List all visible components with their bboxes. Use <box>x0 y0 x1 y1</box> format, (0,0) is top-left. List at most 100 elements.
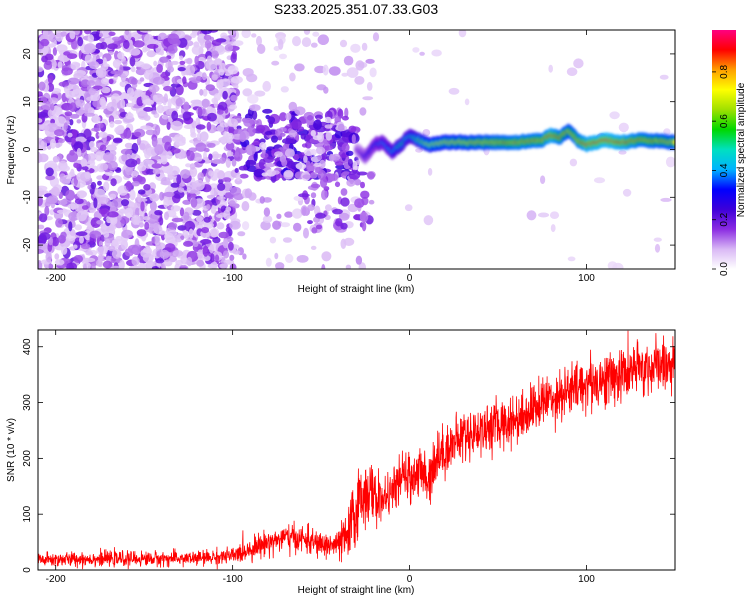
spectrogram-cell <box>212 236 221 244</box>
spectrogram-cell <box>260 152 269 159</box>
spectrogram-cell <box>106 217 113 224</box>
spectrogram-cell <box>153 60 158 67</box>
spectrogram-cell <box>211 50 219 59</box>
spectrogram-cell <box>593 177 606 184</box>
spectrogram-cell <box>464 98 470 106</box>
spectrogram-cell <box>230 76 243 84</box>
spectrogram-cell <box>206 204 211 210</box>
spectrogram-cell <box>228 241 234 251</box>
spectrogram-cell <box>119 216 130 225</box>
spectrogram-cell <box>195 124 206 130</box>
spectrogram-cell <box>549 211 560 219</box>
spectrogram-cell <box>281 158 288 167</box>
spectrogram-cell <box>226 135 233 144</box>
spectrogram-cell <box>262 108 273 114</box>
spectrogram-cell <box>110 256 123 264</box>
spectrogram-cell <box>112 265 120 269</box>
spectrogram-cell <box>216 222 225 230</box>
chart-title: S233.2025.351.07.33.G03 <box>274 1 438 17</box>
spectrogram-cell <box>229 220 241 230</box>
spectrogram-cell <box>153 234 161 246</box>
spectrogram-cell <box>76 147 82 158</box>
spectrogram-cell <box>102 57 107 67</box>
spectrogram-cell <box>38 66 44 73</box>
spectrogram-cell <box>261 148 266 155</box>
spectrogram-cell <box>127 87 134 98</box>
spectrogram-cell <box>356 171 368 176</box>
spectrogram-cell <box>63 55 69 62</box>
spectrogram-cell <box>550 224 556 233</box>
spectrogram-cell <box>69 102 77 113</box>
spectrogram-cell <box>142 253 154 263</box>
spectrogram-cell <box>167 33 180 45</box>
x-tick-label: -100 <box>223 574 243 585</box>
spectrogram-cell <box>303 155 308 163</box>
spectrogram-cell <box>130 77 138 85</box>
spectrogram-cell <box>167 222 178 230</box>
spectrogram-cell <box>368 199 375 205</box>
spectrogram-cell <box>332 208 343 215</box>
spectrogram-cell <box>48 236 54 246</box>
spectrogram-cell <box>271 170 280 175</box>
spectrogram-cell <box>98 208 108 215</box>
spectrogram-cell <box>100 163 109 171</box>
spectrogram-cell <box>618 150 627 155</box>
spectrogram-cell <box>196 75 202 82</box>
spectrogram-cell <box>197 172 204 182</box>
spectrogram-cell <box>61 67 73 76</box>
spectrogram-cell <box>300 205 308 216</box>
spectrogram-cell <box>307 220 313 225</box>
spectrogram-cell <box>205 84 215 91</box>
spectrogram-cell <box>310 172 318 179</box>
spectrogram-cell <box>38 185 48 191</box>
spectrogram-cell <box>271 135 278 143</box>
spectrogram-cell <box>216 109 224 115</box>
spectrogram-cell <box>167 98 172 109</box>
spectrogram-cell <box>288 130 298 138</box>
spectrogram-cell <box>84 103 90 111</box>
spectrogram-cell <box>283 169 294 180</box>
spectrogram-cell <box>199 89 204 96</box>
spectrogram-cell <box>232 250 241 255</box>
spectrogram-cell <box>267 116 276 125</box>
spectrogram-cell <box>94 188 106 198</box>
spectrogram-cell <box>207 112 217 122</box>
spectrogram-cell <box>143 106 153 112</box>
spectrogram-cell <box>83 263 87 269</box>
spectrogram-ridge-core <box>672 140 675 145</box>
spectrogram-cell <box>90 181 97 190</box>
spectrogram-cell <box>322 64 329 76</box>
spectrogram-cell <box>265 257 272 267</box>
spectrogram-y-label: Frequency (Hz) <box>6 116 17 185</box>
spectrogram-cell <box>172 250 184 257</box>
spectrogram-cell <box>249 104 261 112</box>
spectrogram-cell <box>214 254 220 262</box>
y-tick-label: 400 <box>22 338 33 355</box>
spectrogram-cell <box>341 142 350 153</box>
spectrogram-cell <box>103 152 114 163</box>
spectrogram-cell <box>659 74 669 80</box>
y-tick-label: -10 <box>22 190 33 205</box>
spectrogram-cell <box>143 184 151 191</box>
spectrogram-cell <box>131 214 141 225</box>
spectrogram-cell <box>193 241 199 247</box>
spectrogram-cell <box>216 170 225 180</box>
spectrogram-cell <box>131 142 139 154</box>
spectrogram-cell <box>183 124 195 129</box>
spectrogram-cell <box>139 143 146 151</box>
spectrogram-cell <box>211 159 223 164</box>
y-tick-label: 20 <box>22 48 33 60</box>
spectrogram-cell <box>143 69 154 80</box>
spectrogram-cell <box>107 160 118 171</box>
spectrogram-cell <box>142 99 154 105</box>
spectrogram-cell <box>320 177 328 189</box>
spectrogram-cell <box>247 94 259 104</box>
spectrogram-cell <box>263 163 276 168</box>
spectrogram-cell <box>109 121 115 128</box>
spectrogram-cell <box>315 146 326 155</box>
spectrogram-cell <box>141 63 151 70</box>
spectrogram-cell <box>202 245 209 257</box>
spectrogram-cell <box>185 65 190 76</box>
spectrogram-cell <box>279 112 288 122</box>
spectrogram-cell <box>52 155 60 163</box>
